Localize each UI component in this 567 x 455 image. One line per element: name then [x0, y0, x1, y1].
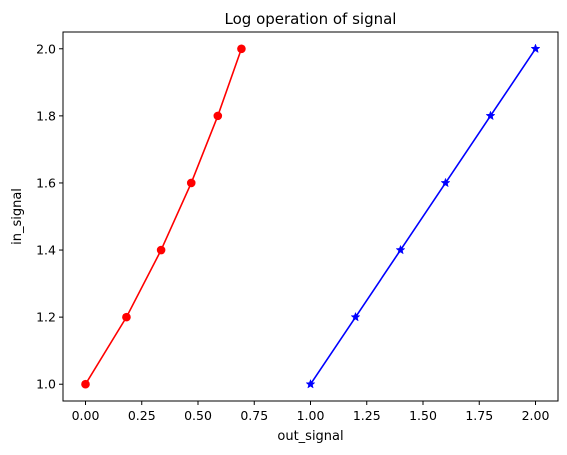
y-tick-label: 1.6 — [36, 175, 56, 190]
y-axis-label: in_signal — [10, 188, 25, 245]
y-tick-label: 1.0 — [36, 377, 56, 392]
plot-area-frame — [62, 31, 559, 402]
series-1-point — [186, 178, 196, 188]
series-2-point — [440, 177, 451, 188]
y-tick-label: 1.8 — [36, 108, 56, 123]
chart-title: Log operation of signal — [225, 10, 397, 28]
x-tick-label: 0.50 — [184, 408, 212, 423]
x-tick-label: 0.00 — [72, 408, 100, 423]
series-2-point — [530, 43, 541, 54]
series-2-line — [309, 48, 537, 385]
x-tick-label: 1.50 — [409, 408, 437, 423]
x-tick-label: 1.00 — [297, 408, 325, 423]
series-1-point — [122, 312, 131, 322]
x-tick-label: 0.25 — [128, 408, 156, 423]
series-2-point — [350, 311, 361, 322]
x-tick-label: 1.75 — [465, 408, 493, 423]
series-2-point — [305, 378, 316, 389]
series-2-point — [485, 110, 496, 121]
y-tick-label: 1.4 — [36, 243, 56, 258]
x-tick-label: 0.75 — [240, 408, 268, 423]
x-axis-label: out_signal — [277, 429, 343, 444]
x-tick-label: 2.00 — [522, 408, 550, 423]
series-1-line — [84, 48, 243, 385]
y-tick-label: 2.0 — [36, 41, 56, 56]
y-axis-ticks: 1.0 1.2 1.4 1.6 1.8 2.0 — [36, 41, 63, 392]
series-1-point — [213, 111, 223, 121]
series-layer — [81, 43, 541, 389]
x-axis-ticks: 0.00 0.25 0.50 0.75 1.00 1.25 1.50 1.75 2.00 — [72, 401, 550, 423]
series-1-point — [156, 245, 166, 255]
x-tick-label: 1.25 — [353, 408, 381, 423]
series-1-point — [81, 379, 90, 389]
series-1-point — [237, 44, 246, 54]
y-tick-label: 1.2 — [36, 310, 56, 325]
series-2-point — [395, 244, 406, 255]
